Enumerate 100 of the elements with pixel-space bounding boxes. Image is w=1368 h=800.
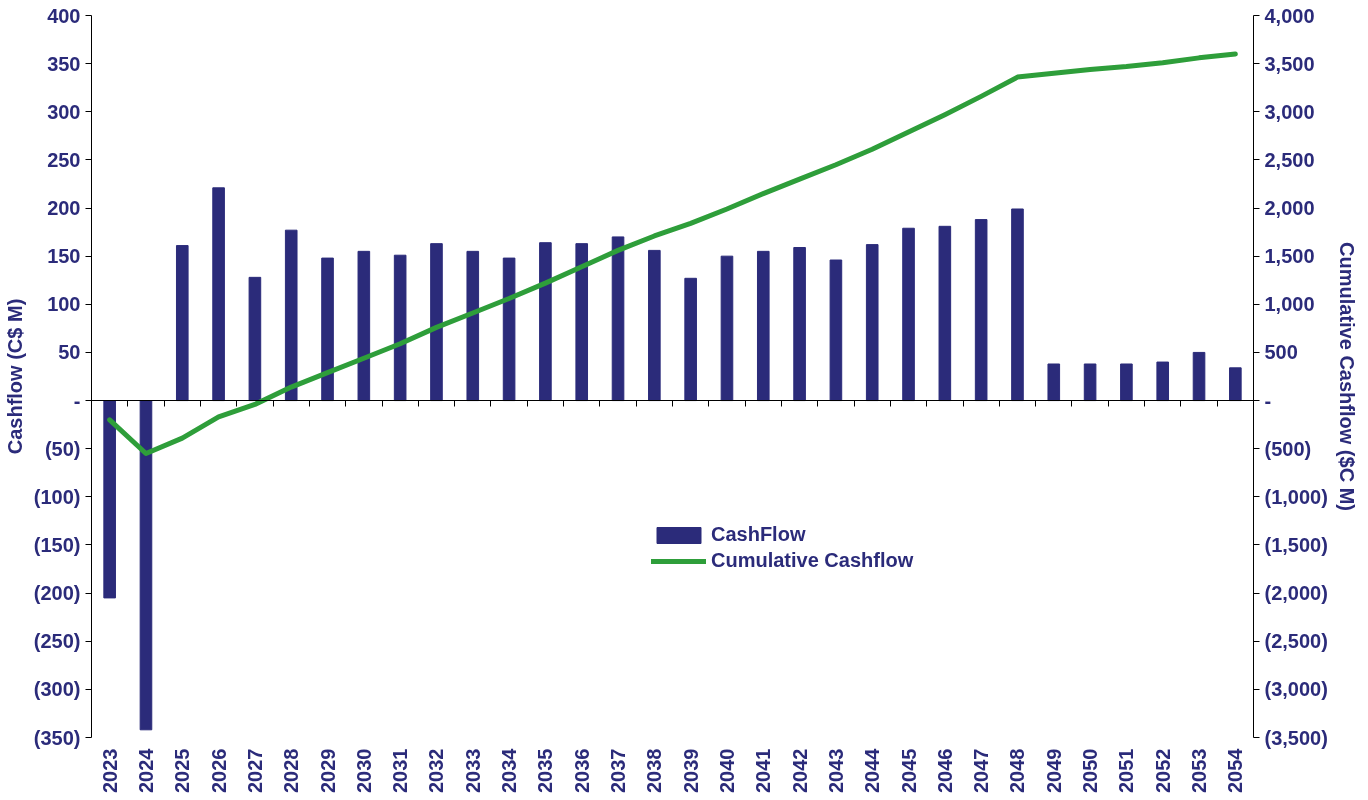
y-tick-label: 250 [47, 148, 81, 171]
y2-axis-title: Cumulative Cashflow ($C M) [1335, 242, 1358, 511]
x-tick-label: 2042 [788, 748, 811, 793]
x-tick-label: 2034 [498, 747, 521, 793]
bar [611, 236, 625, 402]
bar [1047, 363, 1061, 402]
x-tick-label: 2054 [1224, 747, 1247, 793]
bar [139, 400, 153, 731]
y-tick-label: (350) [33, 726, 81, 749]
y-tick-label: 300 [47, 100, 81, 123]
x-tick-label: 2025 [171, 748, 194, 793]
bar [502, 257, 516, 402]
bar [357, 250, 371, 402]
legend-label: Cumulative Cashflow [711, 549, 914, 572]
bar [103, 400, 116, 599]
y2-tick-label: (2,500) [1264, 630, 1328, 653]
x-tick-label: 2043 [824, 748, 847, 793]
y2-tick-label: 3,500 [1264, 52, 1315, 75]
y-tick-label: 200 [47, 197, 81, 220]
bar [1156, 361, 1170, 402]
x-tick-label: 2051 [1115, 748, 1138, 793]
x-tick-label: 2027 [243, 748, 266, 793]
y2-tick-label: 3,000 [1264, 100, 1315, 123]
y2-tick-label: 2,500 [1264, 148, 1315, 171]
x-tick-label: 2038 [643, 748, 666, 793]
y2-tick-label: (3,500) [1264, 726, 1328, 749]
bar [648, 249, 661, 402]
bar [248, 276, 262, 402]
x-tick-label: 2045 [897, 748, 920, 793]
y2-tick-label: 500 [1264, 341, 1298, 364]
y-tick-label: 100 [47, 293, 81, 316]
x-tick-label: 2049 [1042, 748, 1065, 793]
bar [393, 254, 407, 402]
y2-tick-label: 1,000 [1264, 293, 1315, 316]
x-tick-label: 2033 [461, 748, 484, 793]
y-tick-label: 150 [47, 245, 81, 268]
y-tick-label: - [73, 389, 81, 412]
bar [575, 243, 589, 402]
bar [1192, 351, 1206, 402]
y2-tick-label: (3,000) [1264, 678, 1328, 701]
x-tick-label: 2028 [280, 748, 303, 793]
y-axis-title: Cashflow (C$ M) [3, 298, 26, 455]
legend-label: CashFlow [711, 523, 806, 546]
y2-tick-label: - [1264, 389, 1272, 412]
bar [684, 277, 697, 402]
x-tick-label: 2050 [1079, 748, 1102, 793]
x-tick-label: 2032 [425, 748, 448, 793]
bar [720, 255, 734, 402]
x-tick-label: 2046 [933, 748, 956, 793]
y-tick-label: 50 [58, 341, 81, 364]
x-tick-label: 2029 [316, 748, 339, 793]
y-tick-label: (100) [33, 485, 81, 508]
y-tick-label: (200) [33, 582, 81, 605]
x-tick-label: 2039 [679, 748, 702, 793]
x-tick-label: 2048 [1006, 748, 1029, 793]
bar [865, 244, 879, 402]
x-tick-label: 2037 [607, 748, 630, 793]
y-tick-label: (250) [33, 630, 81, 653]
bar [175, 245, 189, 402]
bar [902, 227, 915, 402]
bar [430, 243, 443, 402]
bar [284, 229, 298, 402]
x-tick-label: 2040 [715, 748, 738, 793]
x-tick-label: 2031 [389, 748, 412, 793]
y-tick-label: 350 [47, 52, 81, 75]
x-tick-label: 2023 [98, 748, 121, 793]
y-tick-label: (150) [33, 533, 81, 556]
bar [1011, 208, 1024, 402]
bar [321, 257, 334, 402]
x-tick-label: 2030 [352, 748, 375, 793]
x-tick-label: 2052 [1151, 748, 1174, 793]
bar [1120, 363, 1133, 402]
x-tick-label: 2047 [970, 748, 993, 793]
y2-tick-label: (500) [1264, 437, 1312, 460]
bar [974, 219, 988, 402]
x-tick-label: 2044 [861, 747, 884, 793]
bar [466, 250, 480, 402]
bar [539, 242, 552, 402]
bar [1229, 367, 1242, 402]
x-tick-label: 2026 [207, 748, 230, 793]
y2-tick-label: (1,000) [1264, 485, 1328, 508]
y2-tick-label: 1,500 [1264, 245, 1315, 268]
bar [756, 250, 770, 402]
y2-tick-label: 4,000 [1264, 4, 1315, 27]
bar [793, 247, 806, 402]
y2-tick-label: 2,000 [1264, 197, 1315, 220]
y-tick-label: (300) [33, 678, 81, 701]
bar [938, 225, 952, 402]
y-tick-label: 400 [47, 4, 81, 27]
y2-tick-label: (1,500) [1264, 533, 1328, 556]
x-tick-label: 2035 [534, 748, 557, 793]
x-tick-label: 2036 [570, 748, 593, 793]
y2-tick-label: (2,000) [1264, 582, 1328, 605]
y-tick-label: (50) [44, 437, 81, 460]
x-tick-label: 2041 [752, 748, 775, 793]
bar [829, 259, 843, 402]
x-tick-label: 2024 [134, 747, 157, 793]
x-tick-label: 2053 [1188, 748, 1211, 793]
bar [1083, 363, 1097, 402]
bar [212, 187, 225, 402]
